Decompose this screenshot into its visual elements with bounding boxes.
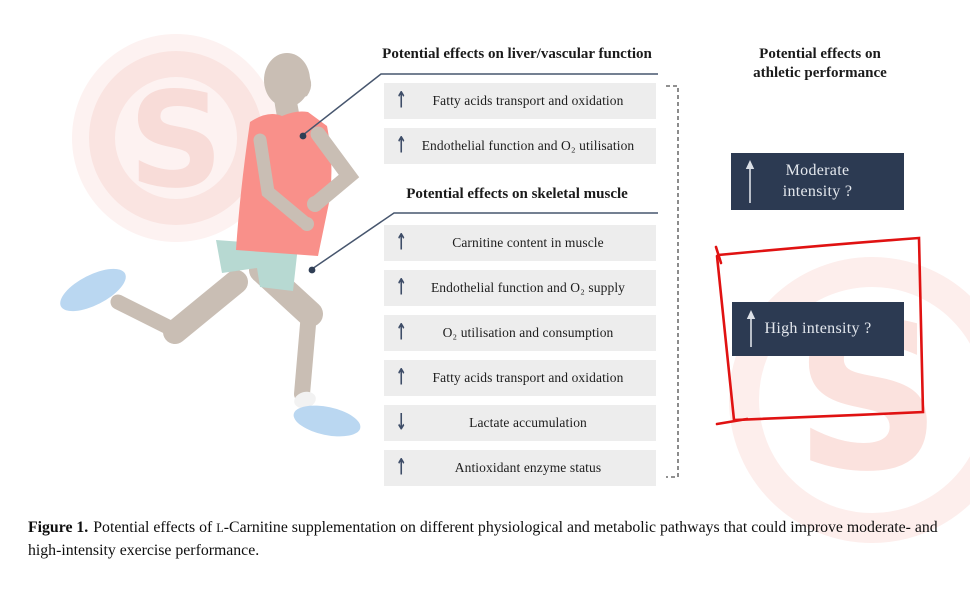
connector-lines bbox=[299, 73, 658, 274]
liver-connector-dot bbox=[299, 132, 307, 140]
effect-box-fatty-acids-muscle: ↑ Fatty acids transport and oxidation bbox=[384, 360, 656, 396]
up-arrow-icon: ↑ bbox=[395, 131, 407, 159]
up-arrow-icon: ↑ bbox=[395, 363, 407, 391]
moderate-intensity-label-line1: Moderate bbox=[785, 162, 850, 180]
up-arrow-icon bbox=[746, 310, 756, 347]
effect-label: Endothelial function and O₂ utilisation bbox=[421, 138, 635, 153]
up-arrow-icon bbox=[745, 159, 755, 203]
effect-label: Carnitine content in muscle bbox=[452, 235, 604, 250]
back-shoe bbox=[60, 268, 126, 312]
red-annotation-rectangle bbox=[714, 236, 925, 426]
liver-section-title: Potential effects on liver/vascular func… bbox=[382, 46, 652, 62]
liver-connector-line bbox=[302, 73, 658, 136]
figure-caption-smallcap-l: L bbox=[216, 520, 224, 535]
up-arrow-icon: ↑ bbox=[395, 86, 407, 114]
effect-label: Antioxidant enzyme status bbox=[454, 460, 602, 475]
high-intensity-label-line1: High intensity ? bbox=[764, 319, 872, 337]
effect-box-carnitine-content: ↑ Carnitine content in muscle bbox=[384, 225, 656, 261]
effect-label: O₂ utilisation and consumption bbox=[442, 325, 614, 340]
watermark-logo-bottom-right: S bbox=[729, 257, 970, 543]
figure-caption-text-before: Potential effects of bbox=[93, 518, 217, 536]
figure-caption-label: Figure 1. bbox=[28, 518, 89, 536]
muscle-section-title: Potential effects on skeletal muscle bbox=[406, 186, 628, 202]
front-shoe bbox=[293, 405, 361, 437]
moderate-intensity-box: Moderate intensity ? bbox=[731, 153, 904, 210]
performance-title-line2: athletic performance bbox=[753, 65, 887, 82]
effect-box-o2-utilisation: ↑ O₂ utilisation and consumption bbox=[384, 315, 656, 351]
down-arrow-icon: ↓ bbox=[395, 408, 407, 436]
sock bbox=[294, 391, 316, 409]
up-arrow-icon: ↑ bbox=[395, 453, 407, 481]
runner-illustration bbox=[60, 53, 361, 437]
up-arrow-icon: ↑ bbox=[395, 228, 407, 256]
effect-label: Fatty acids transport and oxidation bbox=[432, 93, 624, 108]
figure-caption-text-after: -Carnitine supplementation on different … bbox=[28, 518, 938, 560]
effect-box-fatty-acids-liver: ↑ Fatty acids transport and oxidation bbox=[384, 83, 656, 119]
effect-label: Lactate accumulation bbox=[469, 415, 587, 430]
effect-label: Fatty acids transport and oxidation bbox=[432, 370, 624, 385]
effect-box-endothelial-supply: ↑ Endothelial function and O₂ supply bbox=[384, 270, 656, 306]
muscle-connector-line bbox=[311, 212, 658, 270]
high-intensity-box: High intensity ? bbox=[732, 302, 904, 356]
effect-label: Endothelial function and O₂ supply bbox=[430, 280, 626, 295]
figure-caption: Figure 1. Potential effects of L-Carnitin… bbox=[28, 516, 940, 563]
svg-text:S: S bbox=[128, 64, 223, 218]
effect-box-antioxidant: ↑ Antioxidant enzyme status bbox=[384, 450, 656, 486]
dashed-bracket bbox=[666, 85, 679, 478]
up-arrow-icon: ↑ bbox=[395, 318, 407, 346]
effect-box-lactate: ↓ Lactate accumulation bbox=[384, 405, 656, 441]
muscle-connector-dot bbox=[308, 266, 316, 274]
performance-section-title: Potential effects on athletic performanc… bbox=[710, 45, 930, 83]
performance-title-line1: Potential effects on bbox=[759, 46, 881, 62]
moderate-intensity-label-line2: intensity ? bbox=[782, 182, 853, 200]
up-arrow-icon: ↑ bbox=[395, 273, 407, 301]
effect-box-endothelial-utilisation: ↑ Endothelial function and O₂ utilisatio… bbox=[384, 128, 656, 164]
